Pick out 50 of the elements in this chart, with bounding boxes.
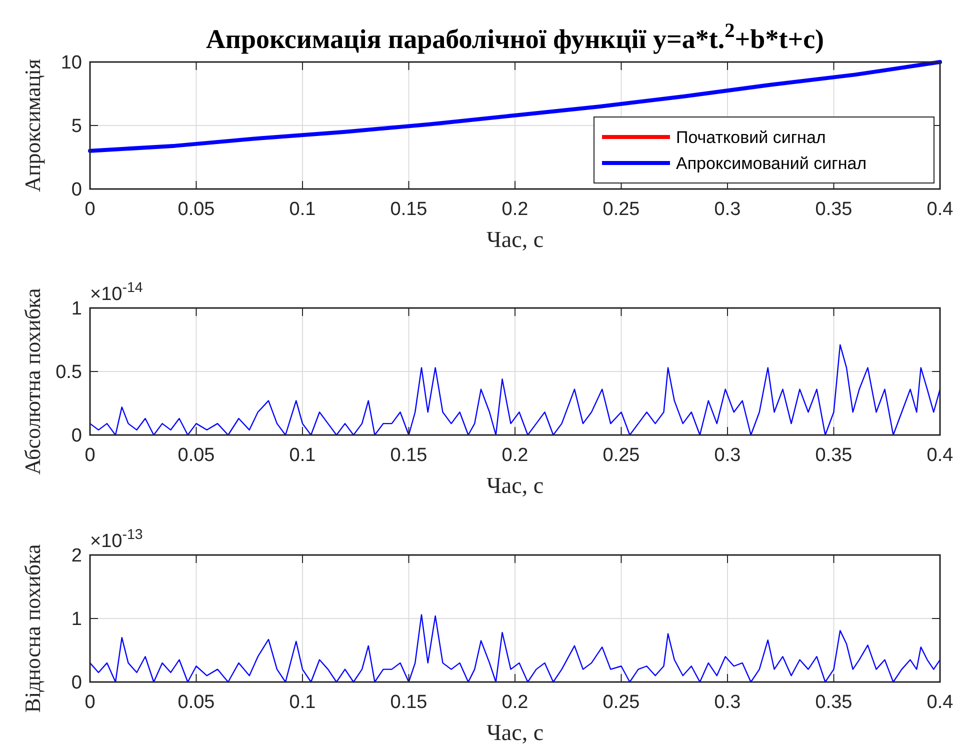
- x-tick-label: 0.3: [714, 692, 741, 713]
- x-tick-label: 0.25: [602, 445, 640, 466]
- y-axis-title: Абсолютна похибка: [20, 288, 45, 475]
- x-tick-label: 0.3: [714, 199, 741, 220]
- x-tick-label: 0.05: [178, 692, 215, 713]
- x-tick-label: 0.15: [390, 692, 428, 713]
- x-tick-label: 0: [84, 445, 96, 466]
- y-tick-label: 10: [60, 52, 82, 74]
- x-tick-label: 0.25: [602, 692, 640, 713]
- x-tick-label: 0.3: [714, 445, 741, 466]
- x-tick-label: 0: [84, 692, 96, 713]
- x-tick-label: 0.2: [502, 199, 528, 220]
- x-tick-label: 0.4: [926, 199, 954, 220]
- x-tick-label: 0.05: [178, 445, 215, 466]
- x-tick-label: 0.25: [602, 199, 640, 220]
- y-tick-label: 2: [71, 546, 82, 567]
- x-tick-label: 0.35: [815, 199, 852, 220]
- x-tick-label: 0.1: [289, 692, 316, 713]
- x-tick-label: 0.1: [289, 199, 316, 220]
- x-tick-label: 0.15: [390, 445, 428, 466]
- x-tick-label: 0.2: [502, 692, 528, 713]
- y-tick-label: 0: [71, 426, 82, 447]
- x-tick-label: 0: [84, 199, 96, 220]
- y-tick-label: 0.5: [56, 362, 82, 384]
- text: ×10$^{-13}$: [90, 527, 143, 552]
- x-tick-label: 0.1: [289, 445, 316, 466]
- y-tick-label: 5: [71, 116, 82, 138]
- y-axis-title: Відносна похибка: [20, 544, 45, 713]
- line-series: [89, 344, 941, 436]
- y-tick-label: 1: [71, 609, 82, 630]
- y-tick-label: 1: [71, 298, 82, 320]
- line-series: [88, 60, 942, 153]
- x-tick-label: 0.4: [926, 445, 954, 466]
- x-tick-label: 0.2: [502, 445, 528, 466]
- legend-label: Апроксимований сигнал: [676, 154, 867, 173]
- x-tick-label: 0.35: [815, 692, 852, 713]
- x-tick-label: 0.4: [926, 692, 954, 713]
- x-tick-label: 0.35: [815, 445, 852, 466]
- line-series: [89, 614, 941, 683]
- legend-label: Початковий сигнал: [676, 128, 826, 147]
- x-axis-title: Час, с: [486, 720, 544, 745]
- chart-title: Апроксимація параболічної функції y=a*t.$^{2}$+b*t+c): [206, 20, 824, 54]
- y-tick-label: 0: [71, 180, 82, 201]
- x-tick-label: 0.15: [390, 199, 428, 220]
- y-tick-label: 0: [71, 672, 82, 694]
- x-tick-label: 0.05: [178, 199, 215, 220]
- y-axis-title: Апроксимація: [20, 59, 45, 192]
- x-axis-title: Час, с: [486, 473, 544, 498]
- text: ×10$^{-14}$: [90, 280, 143, 305]
- x-axis-title: Час, с: [486, 227, 544, 252]
